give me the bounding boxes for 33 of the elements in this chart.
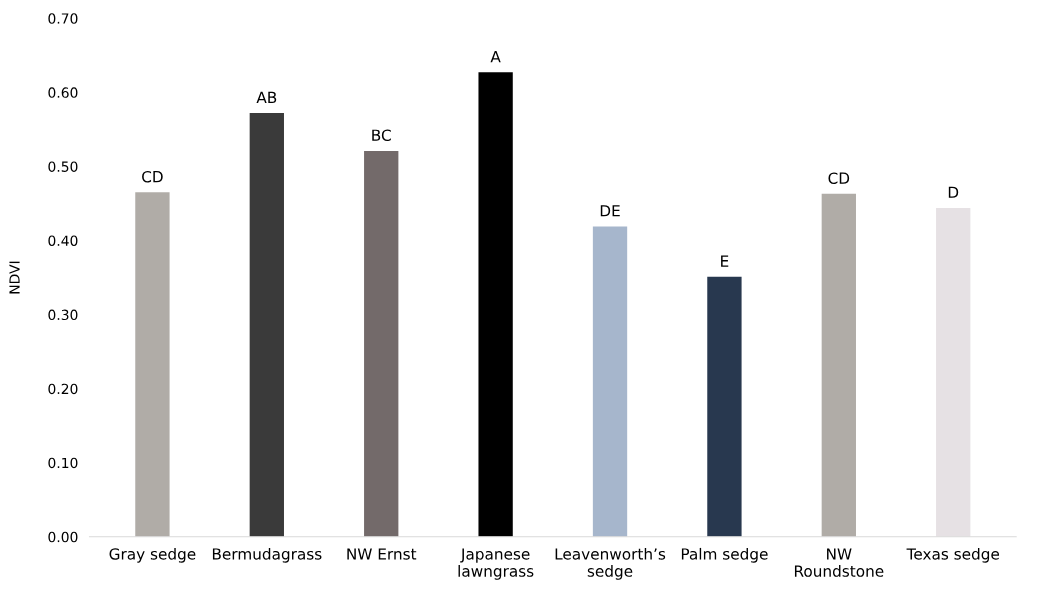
bar bbox=[936, 207, 971, 537]
bar bbox=[249, 113, 284, 537]
x-tick-label: Palm sedge bbox=[681, 547, 768, 563]
bar bbox=[821, 193, 856, 537]
y-tick-label: 0.00 bbox=[48, 531, 78, 543]
y-tick-label: 0.50 bbox=[48, 161, 78, 172]
bar bbox=[592, 226, 628, 537]
x-tick-label: Japanese lawngrass bbox=[458, 548, 534, 580]
x-tick-label: Texas sedge bbox=[906, 547, 1000, 563]
data-label: CD bbox=[142, 170, 163, 183]
y-tick-label: 0.20 bbox=[48, 383, 78, 395]
y-tick-label: 0.40 bbox=[48, 235, 78, 246]
y-tick-label: 0.60 bbox=[48, 87, 78, 98]
bar bbox=[707, 276, 742, 537]
y-axis-title: NDVI bbox=[9, 261, 20, 294]
x-tick-label: Gray sedge bbox=[109, 547, 196, 563]
x-tick-label: Bermudagrass bbox=[212, 547, 322, 563]
y-tick-label: 0.10 bbox=[48, 457, 78, 469]
y-tick-label: 0.70 bbox=[48, 13, 78, 24]
bar bbox=[135, 192, 170, 537]
data-label: E bbox=[721, 255, 729, 267]
data-label: CD bbox=[828, 172, 850, 184]
data-label: D bbox=[948, 186, 959, 198]
x-tick-label: NW Roundstone bbox=[794, 548, 884, 577]
x-tick-label: Leavenworth’s sedge bbox=[555, 547, 666, 580]
data-label: A bbox=[490, 51, 501, 63]
data-label: DE bbox=[600, 205, 620, 217]
data-label: AB bbox=[256, 91, 277, 103]
data-label: BC bbox=[372, 129, 391, 141]
bar bbox=[364, 150, 399, 537]
x-tick-label: NW Ernst bbox=[347, 548, 417, 560]
y-tick-label: 0.30 bbox=[48, 309, 78, 321]
bar bbox=[478, 72, 513, 537]
